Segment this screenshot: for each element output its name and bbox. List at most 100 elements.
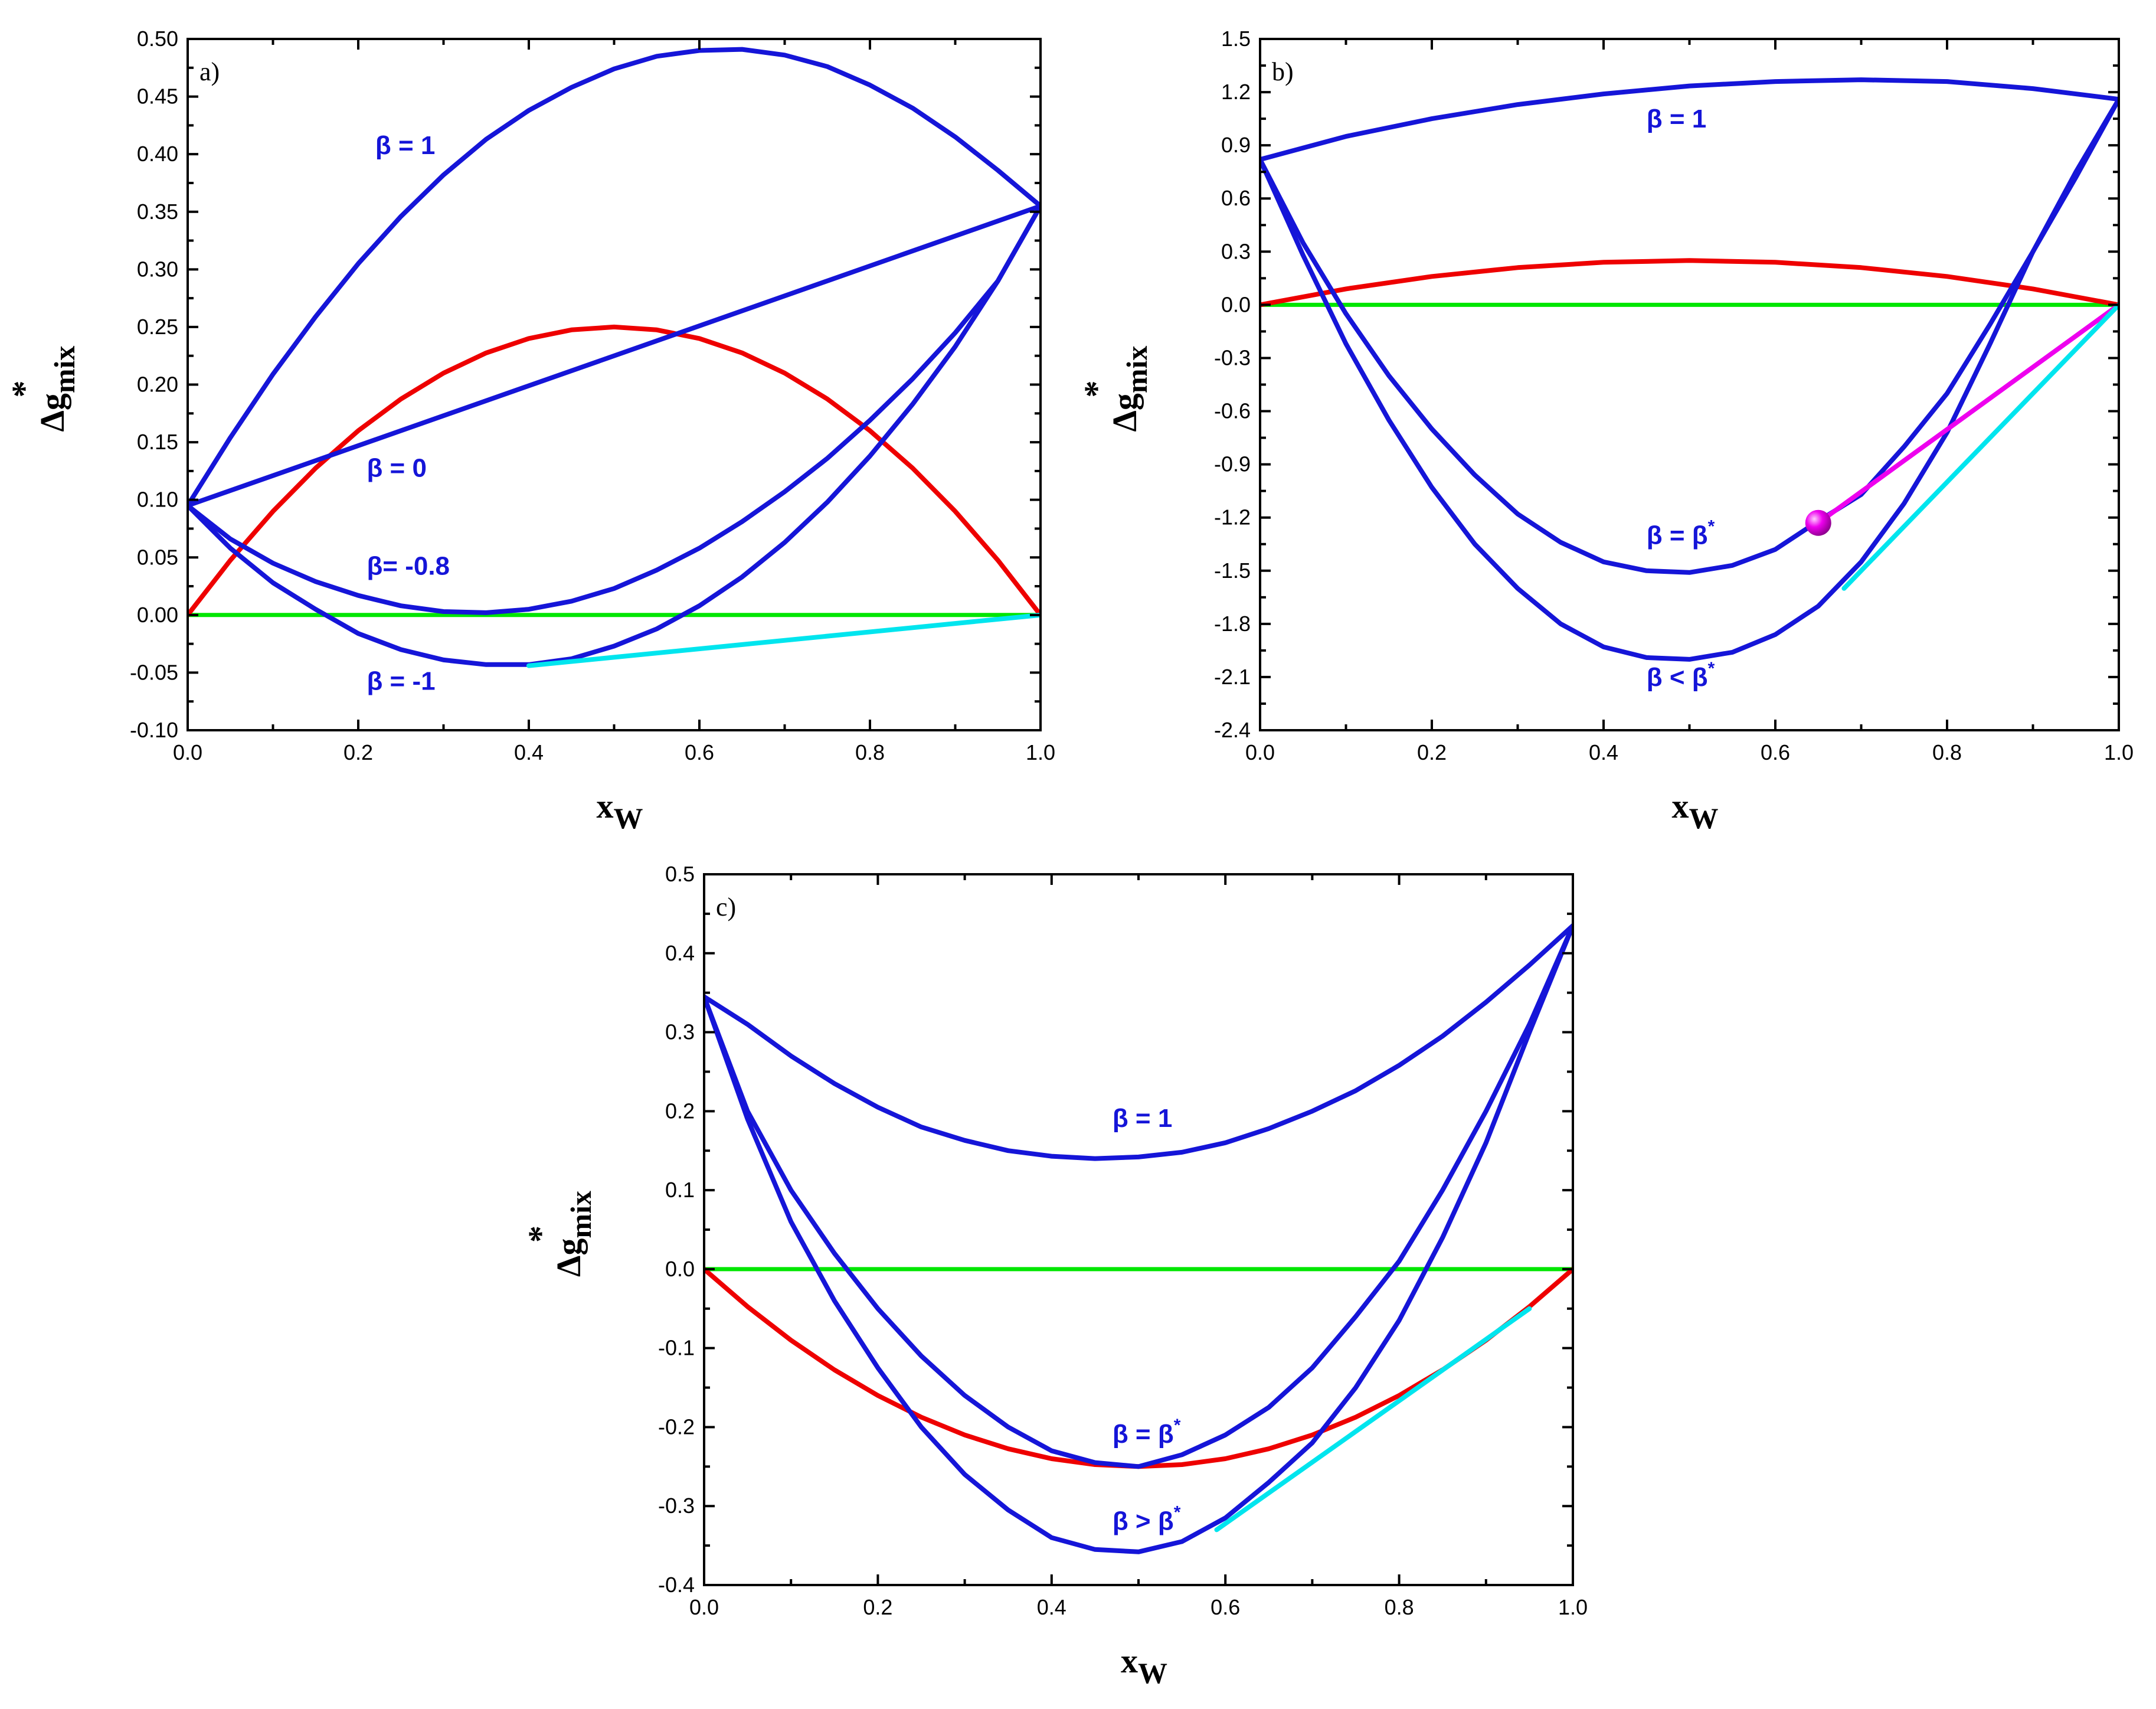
x-tick-label: 0.8 [855,740,885,764]
y-tick-label: 0.40 [137,142,178,166]
y-tick-label: 0.15 [137,430,178,454]
curve-annotation: β = 1 [375,131,435,160]
y-tick-label: -0.3 [658,1494,695,1518]
y-tick-label: 0.3 [1221,239,1251,263]
series-group [1260,77,2119,662]
y-tick-label: 1.5 [1221,27,1251,51]
curve-annotation: β = 0 [367,454,426,483]
x-tick-label: 0.2 [1417,740,1447,764]
curve-annotation: β= -0.8 [367,552,450,581]
y-tick-label: -0.1 [658,1336,695,1360]
y-tick-label: 0.25 [137,315,178,339]
y-axis-label: Δgmix* [1077,346,1153,432]
y-axis-label-star: * [1077,381,1115,398]
y-axis-label: Δgmix* [521,1191,597,1277]
y-tick-label: -0.05 [130,660,178,684]
series--=-* [704,923,1573,1469]
y-axis-label-text: Δgmix [549,1191,597,1277]
series--=--0-8 [188,204,1041,615]
series--=-* [1260,97,2119,575]
y-tick-label: 0.9 [1221,133,1251,157]
y-tick-label: 0.3 [665,1020,695,1044]
x-tick-label: 0.0 [1245,740,1275,764]
y-tick-label: 1.2 [1221,80,1251,104]
series-common-tangent [526,612,1041,668]
y-tick-label: 0.10 [137,488,178,512]
x-tick-label: 0.2 [863,1595,892,1619]
y-tick-label: -0.3 [1214,345,1251,370]
x-tick-label: 0.8 [1385,1595,1414,1619]
y-tick-label: 0.00 [137,603,178,627]
series--=-1 [1260,77,2119,162]
y-tick-label: -2.1 [1214,665,1251,689]
y-tick-label: -2.4 [1214,718,1251,742]
panel-label: b) [1272,57,1294,86]
panel-b: 0.0 0.2 0.4 0.6 0.8 1.0 -2.4 -2.1 -1.8 -1.5 -1.2 -0… [1077,27,2134,835]
x-tick-label: 0.6 [685,740,714,764]
curve-annotation: β > β* [1113,1502,1181,1535]
panel-label: c) [716,893,736,922]
y-axis-label-star: * [5,381,43,398]
plot-frame [1259,38,2120,731]
y-tick-label: 0.30 [137,257,178,281]
y-tick-label: 0.50 [137,27,178,51]
y-tick-label: 0.45 [137,84,178,109]
panel-c: 0.0 0.2 0.4 0.6 0.8 1.0 -0.4 -0.3 -0.2 -0.1 0.0 0.1… [521,862,1588,1690]
y-tick-label: 0.05 [137,545,178,569]
curve-annotation: β < β* [1647,659,1715,692]
panel-a: 0.0 0.2 0.4 0.6 0.8 1.0 -0.10 -0.05 0.00 0.05 0.10… [5,27,1055,835]
y-tick-label: -1.8 [1214,612,1251,636]
y-tick-label: -0.10 [130,718,178,742]
x-tick-label: 1.0 [2104,740,2134,764]
curve-annotation: β = -1 [367,667,435,696]
series-->-* [704,923,1573,1554]
y-tick-label: -0.2 [658,1414,695,1439]
x-tick-label: 0.2 [343,740,373,764]
y-axis-label-star: * [521,1226,560,1243]
y-tick-label: 0.1 [665,1178,695,1202]
series-tangent-<-* [1841,302,2119,591]
y-axis-label: Δgmix* [5,346,81,432]
x-tick-label: 0.0 [689,1595,719,1619]
y-tick-label: 0.4 [665,941,695,965]
series-ideal-mixing [188,324,1041,617]
series-common-tangent [1214,1306,1532,1532]
y-tick-label: 0.20 [137,372,178,397]
series-ideal-mixing [1260,258,2119,308]
series-tangent-=-* [1815,302,2119,525]
series-group [188,47,1041,668]
y-tick-label: 0.6 [1221,186,1251,210]
x-tick-label: 1.0 [1026,740,1055,764]
series-group [704,923,1573,1554]
x-axis-label: xW [597,787,643,835]
y-tick-label: -0.6 [1214,399,1251,423]
plot-frame [703,873,1574,1586]
x-tick-label: 0.4 [1037,1595,1066,1619]
y-tick-label: -1.2 [1214,505,1251,530]
x-tick-label: 0.4 [514,740,544,764]
y-tick-label: 0.5 [665,862,695,886]
y-tick-label: -0.9 [1214,452,1251,476]
x-tick-label: 0.8 [1932,740,1962,764]
x-tick-label: 0.6 [1210,1595,1240,1619]
series--<-* [1260,97,2119,662]
series--=--1 [188,204,1041,667]
y-tick-label: -1.5 [1214,558,1251,583]
x-tick-label: 0.6 [1761,740,1790,764]
x-tick-label: 0.4 [1589,740,1618,764]
series--=-1 [188,47,1041,508]
y-tick-label: 0.0 [1221,292,1251,316]
curve-annotation: β = 1 [1647,104,1706,133]
x-tick-label: 1.0 [1558,1595,1588,1619]
curve-annotation: β = β* [1113,1416,1181,1449]
curve-annotation: β = 1 [1113,1104,1172,1133]
x-tick-label: 0.0 [173,740,202,764]
y-tick-label: 0.0 [665,1257,695,1281]
series--=-1 [704,923,1573,1161]
tangent-point-marker [1805,509,1831,536]
y-axis-label-text: Δgmix [1105,346,1153,432]
panel-label: a) [199,57,220,86]
y-tick-label: 0.2 [665,1099,695,1123]
x-axis-label: xW [1672,787,1719,835]
